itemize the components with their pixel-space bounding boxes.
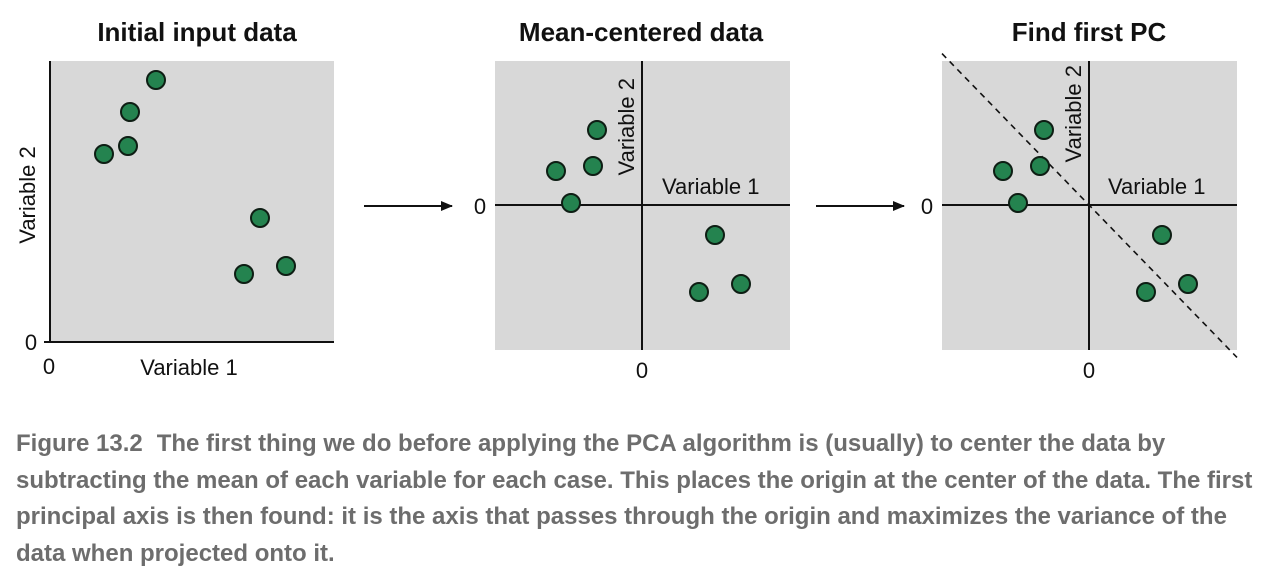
first-pc-line (941, 53, 1238, 358)
data-point-first-pc-3 (993, 161, 1013, 181)
data-point-centered-2 (583, 156, 603, 176)
data-point-first-pc-5 (1152, 225, 1172, 245)
data-point-centered-5 (705, 225, 725, 245)
data-point-initial-2 (146, 70, 166, 90)
data-point-centered-4 (561, 193, 581, 213)
data-point-first-pc-4 (1008, 193, 1028, 213)
panel-first-pc: Find first PC 0 0 Variable 1 Variable 2 (921, 17, 1238, 383)
pca-diagram: Initial input data 0 0 Variable 1 Variab… (15, 17, 1238, 383)
origin-x-label-first-pc: 0 (1083, 358, 1095, 383)
y-axis-label-centered: Variable 2 (614, 78, 639, 175)
data-point-initial-5 (250, 208, 270, 228)
data-point-initial-6 (276, 256, 296, 276)
data-point-initial-3 (118, 136, 138, 156)
x-axis-label-first-pc: Variable 1 (1108, 174, 1205, 199)
data-point-first-pc-7 (1136, 282, 1156, 302)
y-axis-label-initial: Variable 2 (15, 146, 40, 243)
x-axis-label-centered: Variable 1 (662, 174, 759, 199)
data-point-centered-6 (731, 274, 751, 294)
y-axis-label-first-pc: Variable 2 (1061, 65, 1086, 162)
panel-title-first-pc: Find first PC (1012, 17, 1167, 47)
figure-caption: Figure 13.2 The first thing we do before … (16, 426, 1256, 572)
panel-title-initial: Initial input data (97, 17, 297, 47)
origin-x-label-centered: 0 (636, 358, 648, 383)
data-point-initial-7 (234, 264, 254, 284)
data-point-centered-3 (546, 161, 566, 181)
points-centered (546, 120, 751, 302)
panel-centered: Mean-centered data 0 0 Variable 1 Variab… (474, 17, 790, 383)
data-point-first-pc-1 (1034, 120, 1054, 140)
origin-y-label-initial: 0 (25, 330, 37, 355)
figure-number: Figure 13.2 (16, 430, 143, 457)
origin-x-label-initial: 0 (43, 354, 55, 379)
panel-initial: Initial input data 0 0 Variable 1 Variab… (15, 17, 334, 380)
data-point-initial-4 (94, 144, 114, 164)
data-point-centered-7 (689, 282, 709, 302)
data-point-first-pc-2 (1030, 156, 1050, 176)
points-first-pc (993, 120, 1198, 302)
data-point-initial-1 (120, 102, 140, 122)
panel-title-centered: Mean-centered data (519, 17, 764, 47)
plot-area-initial (50, 61, 334, 342)
origin-y-label-centered: 0 (474, 194, 486, 219)
data-point-centered-1 (587, 120, 607, 140)
origin-y-label-first-pc: 0 (921, 194, 933, 219)
data-point-first-pc-6 (1178, 274, 1198, 294)
points-initial (94, 70, 296, 284)
x-axis-label-initial: Variable 1 (140, 355, 237, 380)
caption-text: The first thing we do before applying th… (16, 430, 1253, 567)
